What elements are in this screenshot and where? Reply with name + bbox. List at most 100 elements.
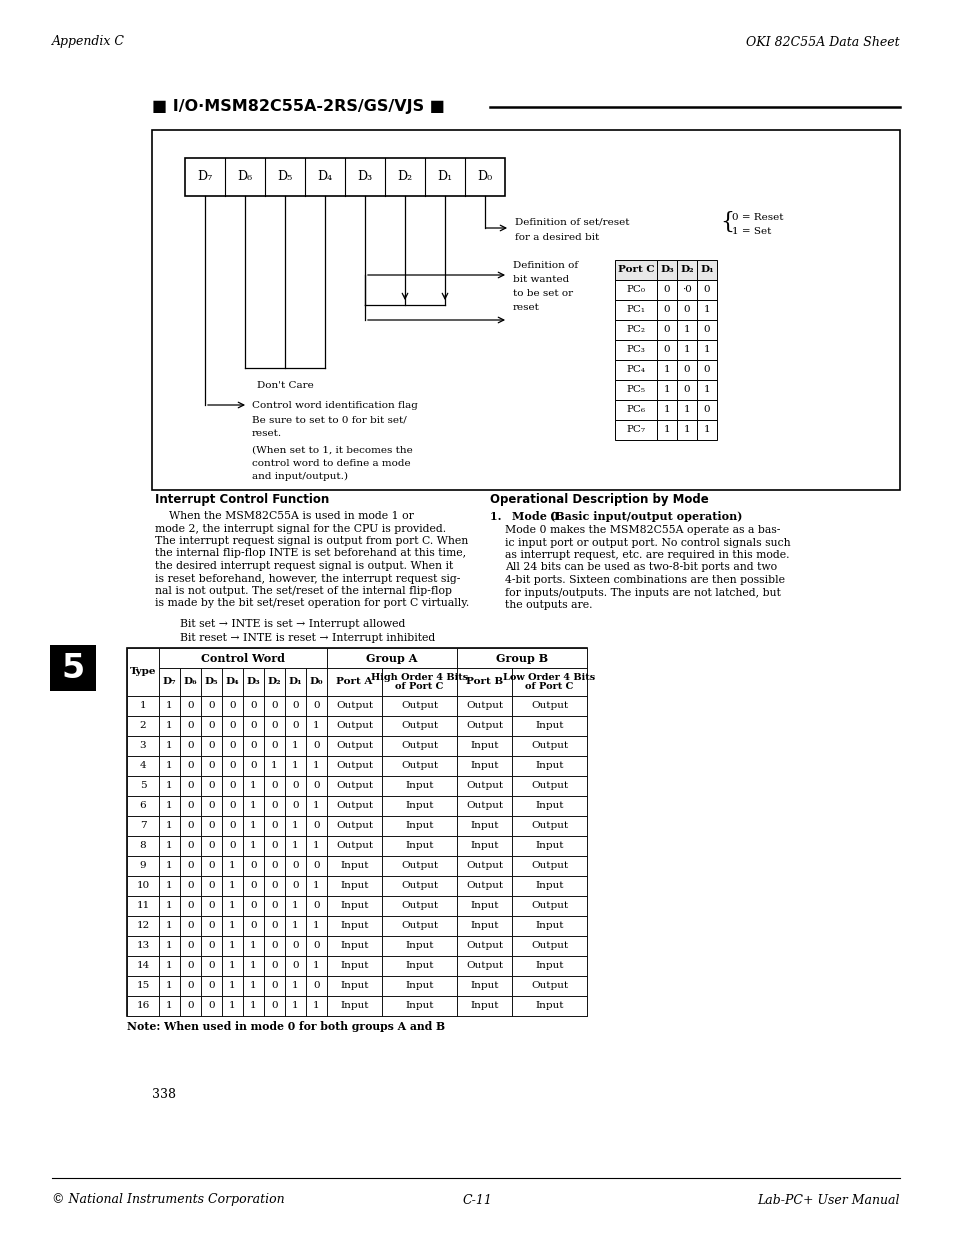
Text: 1: 1 <box>313 882 319 890</box>
Text: 1: 1 <box>229 902 235 910</box>
Bar <box>201 995 222 1016</box>
Bar <box>456 776 512 797</box>
Bar <box>615 340 657 359</box>
Bar <box>615 261 657 280</box>
Bar <box>327 976 381 995</box>
Text: 1: 1 <box>313 1002 319 1010</box>
Bar <box>327 648 456 668</box>
Bar <box>285 716 306 736</box>
Text: 1: 1 <box>166 721 172 730</box>
Text: 1: 1 <box>229 921 235 930</box>
Text: High Order 4 Bits: High Order 4 Bits <box>371 673 468 682</box>
Bar <box>615 320 657 340</box>
Text: 0: 0 <box>313 741 319 751</box>
Text: 1: 1 <box>663 385 670 394</box>
Bar <box>512 797 586 816</box>
Text: Input: Input <box>470 821 498 830</box>
Bar <box>180 956 201 976</box>
Bar <box>243 856 264 876</box>
Bar <box>180 776 201 797</box>
Text: the desired interrupt request signal is output. When it: the desired interrupt request signal is … <box>154 561 453 571</box>
Bar <box>657 261 677 280</box>
Text: 1: 1 <box>292 902 298 910</box>
Text: Output: Output <box>465 721 502 730</box>
Text: and input/output.): and input/output.) <box>252 472 348 480</box>
Text: (When set to 1, it becomes the: (When set to 1, it becomes the <box>252 446 413 454</box>
Bar <box>456 756 512 776</box>
Bar <box>677 261 697 280</box>
Text: 0: 0 <box>208 921 214 930</box>
Text: PC₀: PC₀ <box>626 285 645 294</box>
Bar <box>243 716 264 736</box>
Bar <box>264 836 285 856</box>
Text: Input: Input <box>470 841 498 851</box>
Bar <box>185 158 504 196</box>
Text: 0: 0 <box>292 802 298 810</box>
Text: 0: 0 <box>271 841 277 851</box>
Bar <box>127 816 159 836</box>
Bar <box>512 995 586 1016</box>
Text: (Basic input/output operation): (Basic input/output operation) <box>550 510 741 521</box>
Text: D₂: D₂ <box>397 170 412 184</box>
Bar <box>264 856 285 876</box>
Bar <box>264 956 285 976</box>
Bar <box>381 836 456 856</box>
Text: 0: 0 <box>663 326 670 335</box>
Bar <box>222 976 243 995</box>
Text: 1: 1 <box>166 962 172 971</box>
Bar <box>657 300 677 320</box>
Text: 0: 0 <box>208 821 214 830</box>
Text: 1: 1 <box>229 882 235 890</box>
Text: 0: 0 <box>208 882 214 890</box>
Bar <box>222 995 243 1016</box>
Bar <box>264 897 285 916</box>
Bar <box>159 916 180 936</box>
Text: 1: 1 <box>250 1002 256 1010</box>
Text: D₂: D₂ <box>268 678 281 687</box>
Text: 0: 0 <box>313 862 319 871</box>
Text: 0: 0 <box>250 882 256 890</box>
Text: Input: Input <box>340 941 369 951</box>
Bar <box>127 648 586 1016</box>
Text: Control Word: Control Word <box>201 652 285 663</box>
Bar <box>152 130 899 490</box>
Text: C-11: C-11 <box>461 1193 492 1207</box>
Bar <box>127 736 159 756</box>
Text: 1: 1 <box>313 921 319 930</box>
Bar <box>180 856 201 876</box>
Bar <box>264 668 285 697</box>
Bar <box>306 897 327 916</box>
Text: D₀: D₀ <box>310 678 323 687</box>
Text: 0: 0 <box>250 721 256 730</box>
Bar <box>677 420 697 440</box>
Bar <box>456 816 512 836</box>
Text: 0: 0 <box>208 841 214 851</box>
Text: Output: Output <box>335 782 373 790</box>
Bar <box>264 736 285 756</box>
Bar <box>456 995 512 1016</box>
Text: {: { <box>720 211 734 233</box>
Bar <box>456 856 512 876</box>
Text: 0: 0 <box>271 802 277 810</box>
Text: 0: 0 <box>683 305 690 315</box>
Bar <box>222 856 243 876</box>
Text: 1: 1 <box>229 1002 235 1010</box>
Bar <box>381 897 456 916</box>
Text: 0: 0 <box>187 762 193 771</box>
Text: 1: 1 <box>683 346 690 354</box>
Text: 1: 1 <box>166 821 172 830</box>
Bar <box>243 836 264 856</box>
Bar <box>201 976 222 995</box>
Bar <box>615 300 657 320</box>
Text: reset: reset <box>513 303 539 311</box>
Text: Input: Input <box>470 982 498 990</box>
Text: 1: 1 <box>250 802 256 810</box>
Text: D₅: D₅ <box>277 170 293 184</box>
Bar <box>327 697 381 716</box>
Bar <box>697 320 717 340</box>
Text: Output: Output <box>465 701 502 710</box>
Bar <box>512 756 586 776</box>
Text: reset.: reset. <box>252 429 282 437</box>
Bar <box>127 648 159 697</box>
Bar <box>285 916 306 936</box>
